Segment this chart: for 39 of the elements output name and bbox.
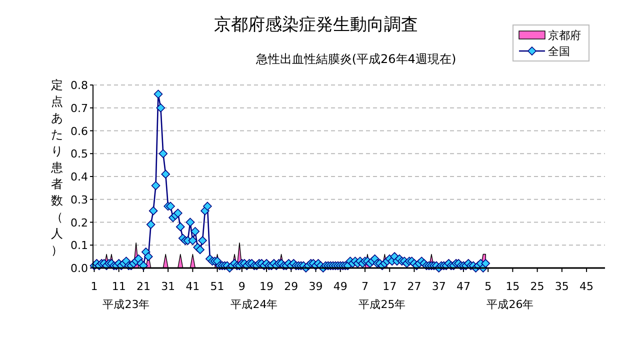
x-tick-label: 51 <box>210 280 224 293</box>
x-tick-label: 15 <box>506 280 520 293</box>
ylabel: 定点あたり患者数（人） <box>51 78 63 257</box>
x-tick-label: 19 <box>260 280 274 293</box>
y-tick-label: 0.7 <box>70 102 88 115</box>
y-tick-label: 0.5 <box>70 148 88 161</box>
x-tick-label: 27 <box>407 280 422 293</box>
text: 平成25年 <box>358 298 406 311</box>
x-tick-label: 11 <box>112 280 126 293</box>
title: 京都府感染症発生動向調査 <box>214 15 418 35</box>
x-tick-label: 29 <box>284 280 298 293</box>
x-tick-label: 49 <box>333 280 348 293</box>
legend-label: 全国 <box>548 45 570 58</box>
x-tick-label: 45 <box>580 280 594 293</box>
x-tick-label: 37 <box>432 280 446 293</box>
text: 平成26年 <box>486 298 534 311</box>
y-tick-label: 0.0 <box>70 262 88 275</box>
x-tick-label: 5 <box>484 280 492 293</box>
x-tick-label: 39 <box>308 280 323 293</box>
subtitle: 急性出血性結膜炎(平成26年4週現在) <box>256 52 456 66</box>
x-tick-label: 1 <box>90 280 98 293</box>
x-tick-label: 47 <box>456 280 470 293</box>
y-tick-label: 0.3 <box>70 193 88 206</box>
legend-label: 京都府 <box>548 29 581 42</box>
text: 平成24年 <box>230 298 278 311</box>
y-tick-label: 0.2 <box>70 216 88 230</box>
x-tick-label: 21 <box>136 280 150 293</box>
x-tick-label: 25 <box>530 280 544 293</box>
x-tick-label: 7 <box>362 280 368 293</box>
text: 平成23年 <box>102 298 150 311</box>
y-tick-label: 0.1 <box>70 239 88 252</box>
y-tick-label: 0.8 <box>70 79 88 92</box>
y-tick-label: 0.4 <box>70 170 88 184</box>
x-tick-label: 9 <box>238 280 246 293</box>
x-tick-label: 31 <box>161 280 176 293</box>
x-tick-label: 41 <box>186 280 200 293</box>
x-tick-label: 17 <box>382 280 397 293</box>
y-tick-label: 0.6 <box>70 124 88 138</box>
x-tick-label: 35 <box>554 280 569 293</box>
